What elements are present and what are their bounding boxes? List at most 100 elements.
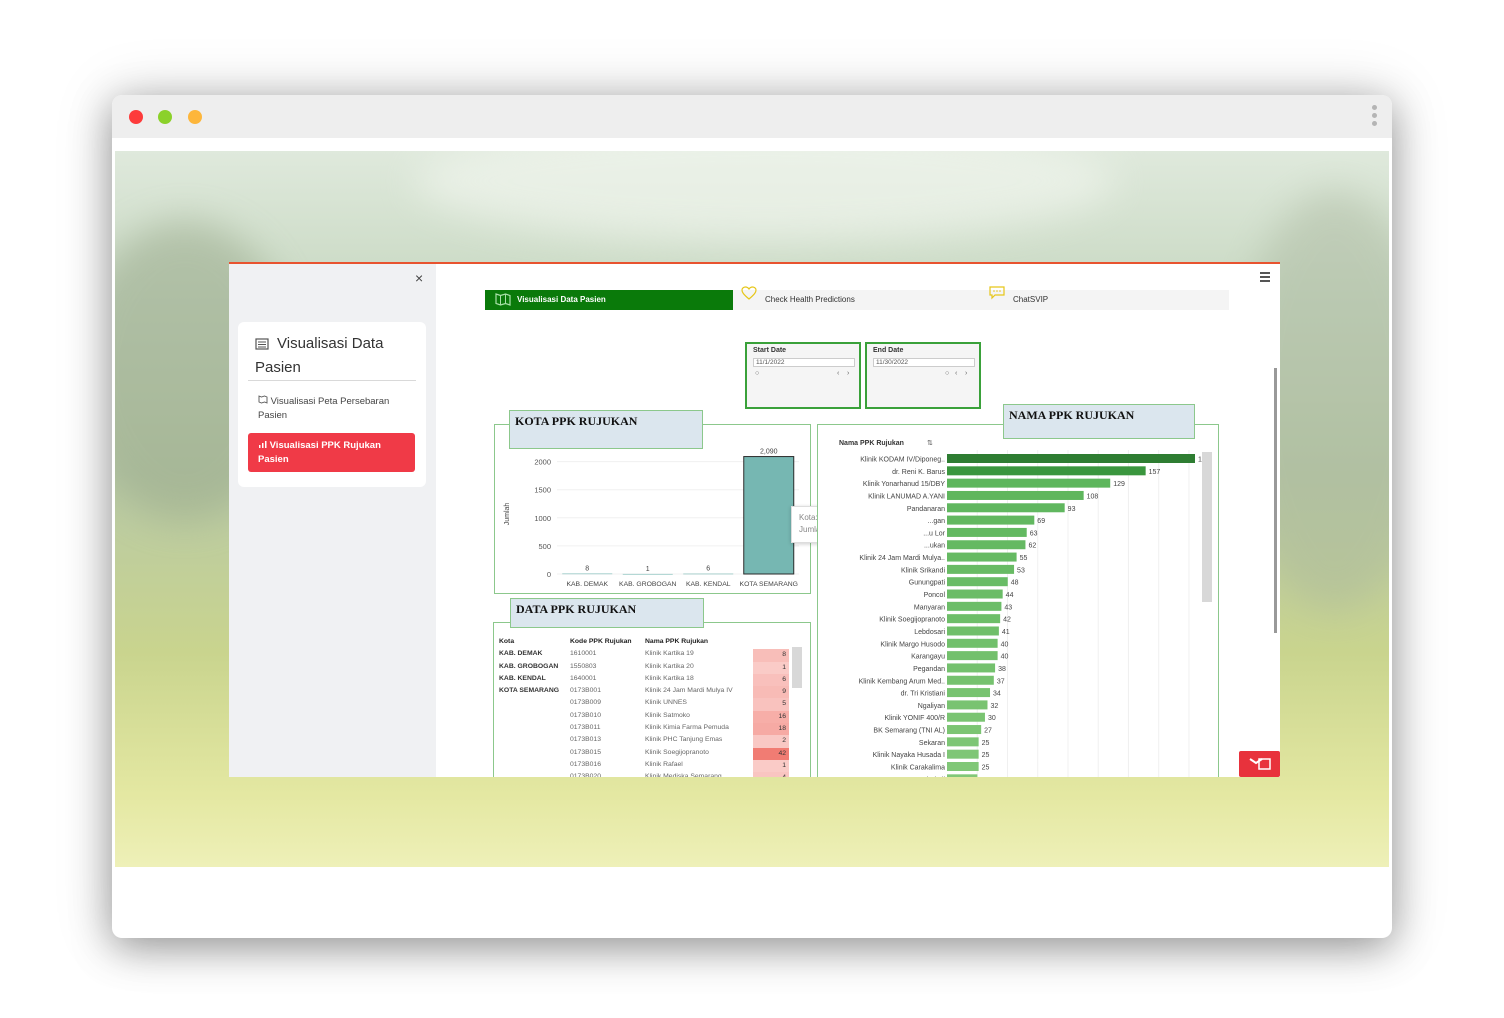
data-label: 40 bbox=[1001, 641, 1009, 648]
kode-cell: 0173B013 bbox=[570, 736, 601, 744]
calendar-radio-icon[interactable]: ○ bbox=[945, 370, 950, 377]
table-row[interactable]: 0173B020 Klinik Mediska Semarang 4 bbox=[493, 772, 789, 777]
end-date-filter[interactable]: End Date 11/30/2022 ○ ‹ › bbox=[865, 342, 981, 409]
bar bbox=[947, 700, 988, 710]
background-blur bbox=[415, 151, 1115, 241]
kode-cell: 0173B015 bbox=[570, 748, 601, 756]
nama-cell: Klinik Kartika 19 bbox=[645, 650, 694, 658]
next-date-icon[interactable]: › bbox=[965, 370, 968, 377]
data-label: 25 bbox=[982, 765, 990, 772]
jumlah-cell: 9 bbox=[753, 686, 789, 699]
nama-cell: Klinik 24 Jam Mardi Mulya IV bbox=[645, 687, 733, 695]
y-tick-label: Klinik Carakalima bbox=[891, 765, 945, 772]
chart-icon bbox=[258, 440, 270, 451]
y-tick-label: Klinik Margo Husodo bbox=[880, 641, 945, 648]
bar bbox=[947, 651, 998, 661]
data-label: 34 bbox=[993, 691, 1001, 698]
data-label: 25 bbox=[982, 740, 990, 747]
kode-cell: 1550803 bbox=[570, 662, 597, 670]
data-label: 55 bbox=[1020, 555, 1028, 562]
y-tick-label: 1500 bbox=[534, 486, 551, 495]
data-section-title: DATA PPK RUJUKAN bbox=[510, 598, 704, 628]
calendar-radio-icon[interactable]: ○ bbox=[755, 370, 760, 377]
y-tick-label: BK Semarang (TNI AL) bbox=[873, 728, 945, 735]
tab-visualisasi-data-pasien[interactable]: Visualisasi Data Pasien bbox=[485, 290, 733, 310]
data-label: 41 bbox=[1002, 629, 1010, 636]
table-row[interactable]: 0173B011 Klinik Kimia Farma Pemuda 18 bbox=[493, 723, 789, 736]
kode-cell: 1610001 bbox=[570, 650, 597, 658]
close-window-button[interactable] bbox=[129, 110, 143, 124]
start-date-filter[interactable]: Start Date 11/1/2022 ○ ‹ › bbox=[745, 342, 861, 409]
data-label: 32 bbox=[990, 703, 998, 710]
prev-date-icon[interactable]: ‹ bbox=[955, 370, 958, 377]
kode-cell: 0173B009 bbox=[570, 699, 601, 707]
tab-label: ChatSVIP bbox=[1013, 295, 1049, 304]
bar bbox=[947, 663, 996, 673]
bar bbox=[947, 589, 1003, 599]
table-row[interactable]: 0173B016 Klinik Rafael 1 bbox=[493, 759, 789, 773]
nama-cell: Klinik Soegijopranoto bbox=[645, 748, 709, 756]
table-row[interactable]: KAB. GROBOGAN 1550803 Klinik Kartika 20 1 bbox=[493, 661, 789, 674]
bar bbox=[947, 478, 1111, 488]
tab-bar: Visualisasi Data Pasien Check Health Pre… bbox=[485, 286, 1229, 310]
y-tick-label: 500 bbox=[538, 542, 551, 551]
bar bbox=[622, 573, 673, 575]
x-tick-label: KOTA SEMARANG bbox=[740, 581, 798, 588]
page-viewport: × Visualisasi Data Pasien Visualisasi Pe… bbox=[115, 151, 1389, 867]
bar bbox=[947, 540, 1026, 550]
bar bbox=[947, 737, 979, 747]
table-row[interactable]: KOTA SEMARANG 0173B001 Klinik 24 Jam Mardi… bbox=[493, 686, 789, 699]
tab-chatsvip[interactable]: ChatSVIP bbox=[989, 286, 1229, 310]
sidebar-item-peta-persebaran[interactable]: Visualisasi Peta Persebaran Pasien bbox=[258, 395, 408, 423]
ppk-data-table: Kota Kode PPK Rujukan Nama PPK Rujukan KAB.… bbox=[493, 637, 789, 777]
tab-label: Visualisasi Data Pasien bbox=[517, 295, 606, 304]
data-label: 1 bbox=[646, 566, 650, 573]
bar bbox=[947, 577, 1008, 587]
bar bbox=[947, 675, 994, 685]
nama-cell: Klinik UNNES bbox=[645, 699, 687, 707]
sidebar-title: Visualisasi Data Pasien bbox=[255, 333, 415, 379]
data-label: 44 bbox=[1006, 592, 1014, 599]
minimize-window-button[interactable] bbox=[158, 110, 172, 124]
data-label: 2,090 bbox=[760, 449, 778, 456]
kota-cell: KAB. DEMAK bbox=[499, 650, 543, 658]
close-icon[interactable]: × bbox=[415, 270, 424, 286]
nama-cell: Klinik Mediska Semarang bbox=[645, 773, 722, 777]
bar bbox=[743, 456, 795, 575]
jumlah-cell: 1 bbox=[753, 661, 789, 674]
table-scrollbar[interactable] bbox=[792, 647, 802, 688]
browser-menu-icon[interactable] bbox=[1370, 105, 1378, 129]
y-tick-label: Manyaran bbox=[914, 604, 945, 611]
hamburger-menu-icon[interactable] bbox=[1260, 272, 1270, 284]
table-row[interactable]: KAB. DEMAK 1610001 Klinik Kartika 19 8 bbox=[493, 649, 789, 662]
maximize-window-button[interactable] bbox=[188, 110, 202, 124]
kota-section-title: KOTA PPK RUJUKAN bbox=[509, 410, 703, 449]
sidebar-title-text: Visualisasi Data Pasien bbox=[255, 335, 384, 376]
bar bbox=[947, 552, 1017, 562]
kode-cell: 0173B011 bbox=[570, 724, 601, 732]
sidebar-item-ppk-rujukan[interactable]: Visualisasi PPK Rujukan Pasien bbox=[248, 433, 415, 472]
chart-scrollbar[interactable] bbox=[1202, 452, 1212, 602]
kode-cell: 0173B010 bbox=[570, 711, 601, 719]
table-row[interactable]: 0173B009 Klinik UNNES 5 bbox=[493, 698, 789, 711]
start-date-input[interactable]: 11/1/2022 bbox=[753, 358, 855, 367]
book-icon bbox=[255, 335, 269, 357]
panel-scrollbar[interactable] bbox=[1274, 368, 1277, 633]
end-date-input[interactable]: 11/30/2022 bbox=[873, 358, 975, 367]
table-row[interactable]: KAB. KENDAL 1640001 Klinik Kartika 18 6 bbox=[493, 673, 789, 687]
table-row[interactable]: 0173B015 Klinik Soegijopranoto 42 bbox=[493, 747, 789, 760]
table-row[interactable]: 0173B013 Klinik PHC Tanjung Emas 2 bbox=[493, 735, 789, 748]
column-header: Kota bbox=[499, 638, 515, 645]
tab-check-health-predictions[interactable]: Check Health Predictions bbox=[741, 286, 981, 310]
next-date-icon[interactable]: › bbox=[847, 370, 850, 377]
data-label: 43 bbox=[1004, 604, 1012, 611]
y-tick-label: ...gan bbox=[927, 518, 945, 525]
nama-cell: Klinik Satmoko bbox=[645, 711, 690, 719]
prev-date-icon[interactable]: ‹ bbox=[837, 370, 840, 377]
feedback-button[interactable] bbox=[1239, 751, 1280, 777]
bar bbox=[947, 564, 1015, 574]
kode-cell: 1640001 bbox=[570, 674, 597, 682]
jumlah-cell: 5 bbox=[753, 698, 789, 711]
table-row[interactable]: 0173B010 Klinik Satmoko 16 bbox=[493, 710, 789, 724]
